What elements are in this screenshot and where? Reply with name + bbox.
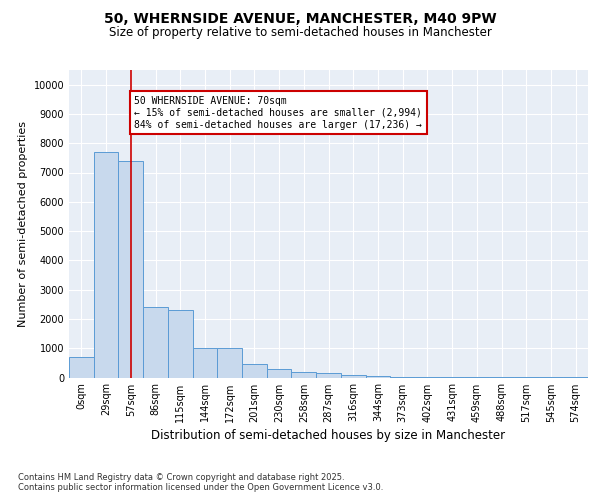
Bar xyxy=(242,364,267,378)
Text: 50, WHERNSIDE AVENUE, MANCHESTER, M40 9PW: 50, WHERNSIDE AVENUE, MANCHESTER, M40 9P… xyxy=(104,12,496,26)
Bar xyxy=(168,310,193,378)
Bar xyxy=(217,348,242,378)
Bar xyxy=(415,377,440,378)
Bar xyxy=(143,307,168,378)
Bar xyxy=(193,348,217,378)
Bar xyxy=(118,161,143,378)
Text: 50 WHERNSIDE AVENUE: 70sqm
← 15% of semi-detached houses are smaller (2,994)
84%: 50 WHERNSIDE AVENUE: 70sqm ← 15% of semi… xyxy=(134,96,422,130)
Bar xyxy=(267,368,292,378)
Bar xyxy=(292,372,316,378)
Text: Contains HM Land Registry data © Crown copyright and database right 2025.
Contai: Contains HM Land Registry data © Crown c… xyxy=(18,472,383,492)
Bar xyxy=(365,376,390,378)
Bar xyxy=(341,374,365,378)
Text: Size of property relative to semi-detached houses in Manchester: Size of property relative to semi-detach… xyxy=(109,26,491,39)
X-axis label: Distribution of semi-detached houses by size in Manchester: Distribution of semi-detached houses by … xyxy=(151,428,506,442)
Y-axis label: Number of semi-detached properties: Number of semi-detached properties xyxy=(18,120,28,327)
Bar xyxy=(316,373,341,378)
Bar xyxy=(94,152,118,378)
Bar xyxy=(390,376,415,378)
Bar xyxy=(69,357,94,378)
